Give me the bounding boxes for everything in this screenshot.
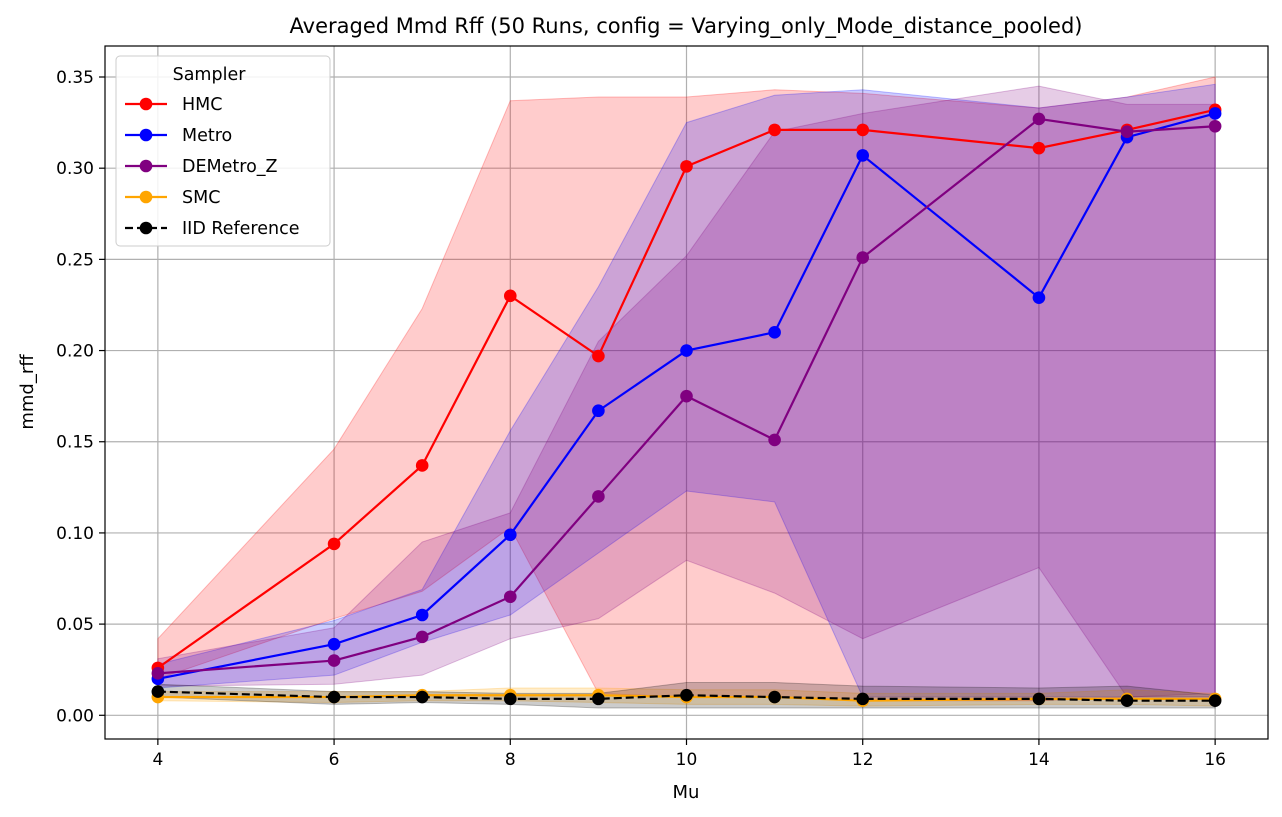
point-iid-reference <box>1120 694 1134 708</box>
x-tick-label: 10 <box>676 750 698 770</box>
legend-label-demetro-z: DEMetro_Z <box>182 157 278 177</box>
point-metro <box>592 404 605 418</box>
point-hmc <box>327 537 341 551</box>
legend-label-hmc: HMC <box>182 95 222 115</box>
point-hmc <box>503 289 517 303</box>
legend-title: Sampler <box>173 65 247 85</box>
x-tick-label: 8 <box>505 750 516 770</box>
point-demetro-z <box>592 490 605 503</box>
legend-marker-hmc <box>139 97 153 111</box>
point-metro <box>503 528 517 542</box>
legend-label-metro: Metro <box>182 126 232 146</box>
point-iid-reference <box>503 692 517 706</box>
legend-marker-smc <box>139 190 153 204</box>
y-tick-label: 0.30 <box>56 159 94 179</box>
point-hmc <box>1032 141 1046 155</box>
point-metro <box>856 149 870 162</box>
legend-label-smc: SMC <box>182 188 220 208</box>
point-hmc <box>768 123 781 137</box>
point-hmc <box>415 459 429 472</box>
x-axis-title: Mu <box>673 782 700 803</box>
plot-area: 4 6 8 10 12 14 16 0.00 0.05 0.10 0.15 0.20 0.25 0.30 0… <box>56 45 1269 770</box>
point-demetro-z <box>680 389 693 403</box>
point-metro <box>1032 291 1046 304</box>
legend-marker-metro <box>139 128 153 142</box>
point-demetro-z <box>1208 119 1222 133</box>
x-tick-label: 4 <box>152 750 163 770</box>
point-demetro-z <box>856 251 870 264</box>
chart-title: Averaged Mmd Rff (50 Runs, config = Vary… <box>290 14 1083 39</box>
point-metro <box>680 344 693 357</box>
legend-marker-demetro-z <box>139 159 153 173</box>
legend-label-iid-reference: IID Reference <box>182 219 299 239</box>
point-demetro-z <box>503 590 517 604</box>
y-tick-label: 0.15 <box>56 433 94 453</box>
x-tick-label: 12 <box>852 750 874 770</box>
point-iid-reference <box>768 690 781 704</box>
y-tick-label: 0.20 <box>56 342 94 362</box>
point-metro <box>327 637 341 651</box>
point-iid-reference <box>1208 694 1222 708</box>
point-demetro-z <box>151 667 165 680</box>
point-demetro-z <box>1120 125 1134 139</box>
x-tick-label: 16 <box>1204 750 1226 770</box>
point-iid-reference <box>592 692 605 706</box>
y-tick-label: 0.35 <box>56 68 94 88</box>
point-demetro-z <box>415 630 429 644</box>
x-tick-label: 14 <box>1028 750 1050 770</box>
point-hmc <box>856 123 870 137</box>
point-iid-reference <box>415 690 429 704</box>
point-iid-reference <box>680 688 693 702</box>
point-demetro-z <box>768 433 781 447</box>
point-metro <box>415 608 429 622</box>
legend-box <box>115 55 331 247</box>
y-tick-label: 0.05 <box>56 615 94 635</box>
legend: Sampler HMC Metro DEMetro_Z SMC IID Reference <box>115 55 331 247</box>
point-metro <box>1208 107 1222 120</box>
y-tick-label: 0.25 <box>56 250 94 270</box>
y-tick-label: 0.10 <box>56 524 94 544</box>
point-iid-reference <box>856 692 870 706</box>
point-iid-reference <box>151 685 165 698</box>
point-iid-reference <box>1032 692 1046 706</box>
point-demetro-z <box>1032 112 1046 126</box>
x-tick-label: 6 <box>329 750 340 770</box>
point-iid-reference <box>327 690 341 704</box>
point-hmc <box>680 160 693 173</box>
point-demetro-z <box>327 654 341 667</box>
y-tick-label: 0.00 <box>56 706 94 726</box>
y-axis-title: mmd_rff <box>17 354 38 430</box>
legend-marker-iid-reference <box>139 221 153 235</box>
point-metro <box>768 326 781 339</box>
point-hmc <box>592 349 605 363</box>
